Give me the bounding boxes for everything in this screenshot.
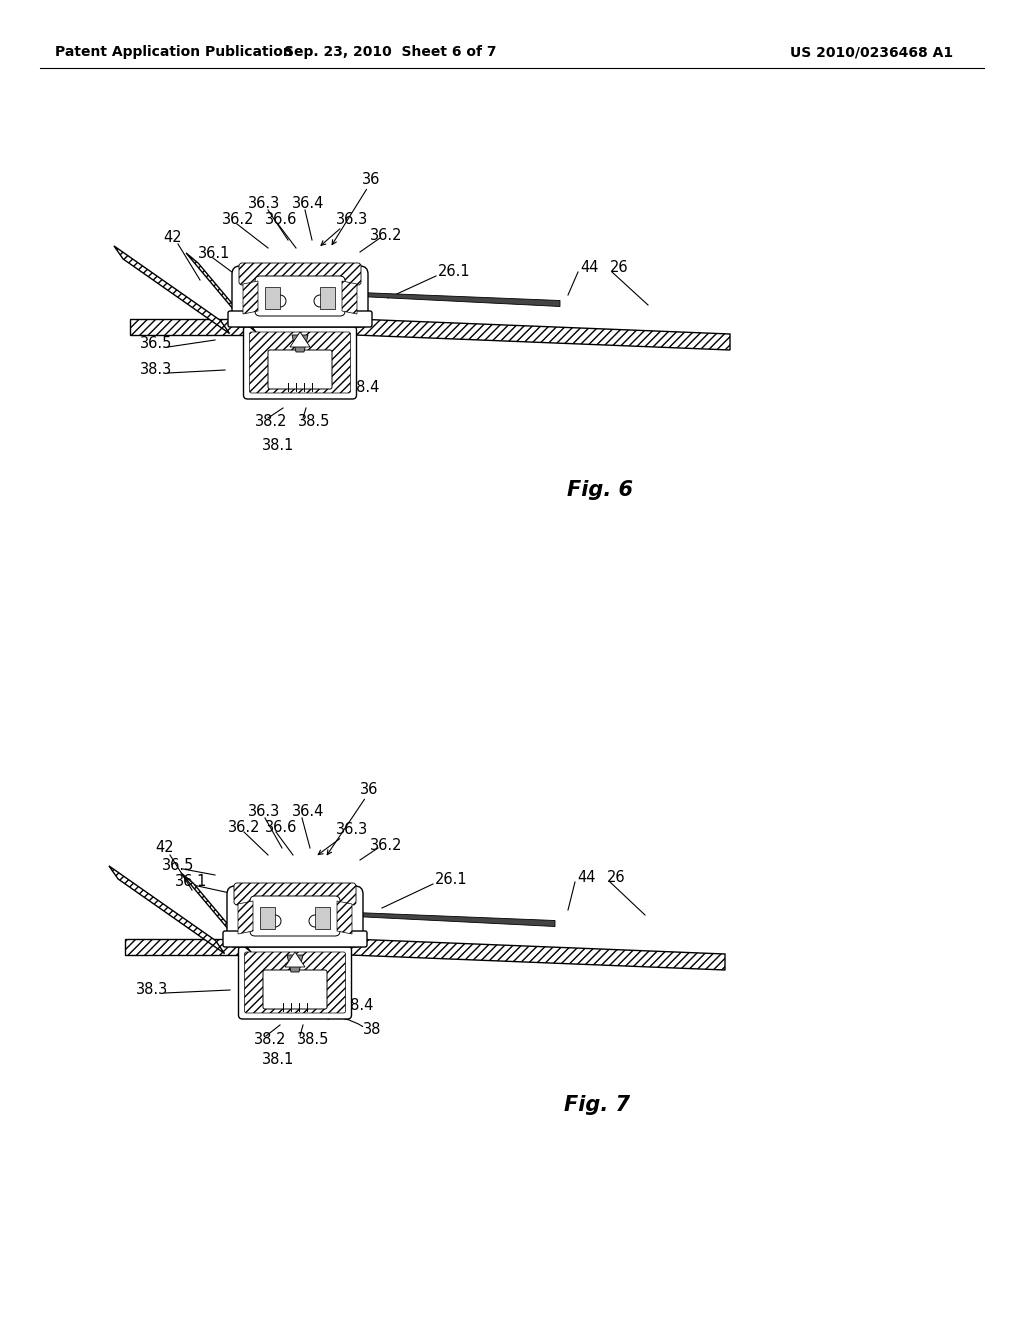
Text: 36.2: 36.2 [370,227,402,243]
FancyBboxPatch shape [250,896,340,936]
Polygon shape [260,907,275,929]
Polygon shape [350,939,725,970]
FancyBboxPatch shape [268,350,332,389]
Text: 44: 44 [577,870,596,886]
Polygon shape [125,939,240,954]
Polygon shape [186,253,256,333]
Text: 38.2: 38.2 [254,1032,287,1048]
Text: 38.5: 38.5 [298,414,331,429]
Circle shape [314,294,326,308]
Text: 42: 42 [163,230,181,244]
FancyBboxPatch shape [255,276,345,315]
FancyBboxPatch shape [223,931,367,946]
Polygon shape [355,319,730,350]
FancyBboxPatch shape [228,312,372,327]
Polygon shape [265,286,280,309]
Text: Fig. 7: Fig. 7 [564,1096,630,1115]
Text: 38.5: 38.5 [297,1032,330,1048]
Text: 36.4: 36.4 [292,804,325,820]
Text: 36: 36 [360,783,379,797]
Text: 26.1: 26.1 [438,264,471,280]
Text: Fig. 6: Fig. 6 [567,480,633,500]
Text: 36.6: 36.6 [265,821,297,836]
Text: 36.2: 36.2 [228,821,260,836]
FancyBboxPatch shape [245,952,345,1012]
Text: 44: 44 [580,260,598,276]
Text: 38.1: 38.1 [262,437,294,453]
Polygon shape [360,293,560,306]
Text: 38.3: 38.3 [136,982,168,998]
Text: 38.1: 38.1 [262,1052,294,1068]
Text: 36.1: 36.1 [175,874,208,890]
Polygon shape [315,907,330,929]
Circle shape [274,294,286,308]
Polygon shape [285,952,305,968]
Text: 36.5: 36.5 [140,335,172,351]
Polygon shape [342,281,357,314]
Text: 36.3: 36.3 [248,804,281,820]
Text: US 2010/0236468 A1: US 2010/0236468 A1 [790,45,953,59]
Text: 36.2: 36.2 [370,837,402,853]
Text: 36.6: 36.6 [265,213,297,227]
Circle shape [309,915,321,927]
Text: 36.3: 36.3 [248,195,281,210]
Text: Sep. 23, 2010  Sheet 6 of 7: Sep. 23, 2010 Sheet 6 of 7 [284,45,497,59]
Text: 36.3: 36.3 [336,822,369,837]
Text: 36.5: 36.5 [162,858,195,873]
Polygon shape [243,281,258,314]
Polygon shape [292,335,308,352]
Text: Patent Application Publication: Patent Application Publication [55,45,293,59]
Text: 36: 36 [362,173,380,187]
Polygon shape [109,866,224,953]
Polygon shape [355,912,555,927]
FancyBboxPatch shape [234,883,356,906]
FancyBboxPatch shape [239,946,351,1019]
Text: 36.1: 36.1 [198,246,230,260]
Polygon shape [337,902,352,935]
Circle shape [269,915,281,927]
Text: 36.4: 36.4 [292,195,325,210]
Polygon shape [181,873,251,952]
FancyBboxPatch shape [250,333,350,393]
FancyBboxPatch shape [263,970,327,1008]
FancyBboxPatch shape [232,267,368,327]
Text: 38.2: 38.2 [255,414,288,429]
Polygon shape [319,286,335,309]
Polygon shape [290,333,310,347]
Text: 38.4: 38.4 [348,380,380,395]
Polygon shape [114,246,229,334]
Text: 38.3: 38.3 [140,363,172,378]
FancyBboxPatch shape [239,263,361,285]
Text: 26.1: 26.1 [435,873,468,887]
Text: 42: 42 [155,841,174,855]
FancyBboxPatch shape [244,326,356,399]
Text: 38.4: 38.4 [342,998,375,1012]
Text: 26: 26 [610,260,629,276]
Text: 26: 26 [607,870,626,886]
Polygon shape [238,902,253,935]
Text: 38: 38 [362,1023,381,1038]
Polygon shape [287,954,303,972]
FancyBboxPatch shape [227,886,362,946]
Text: 36.2: 36.2 [222,213,255,227]
Text: 36.3: 36.3 [336,213,369,227]
Polygon shape [130,319,245,335]
